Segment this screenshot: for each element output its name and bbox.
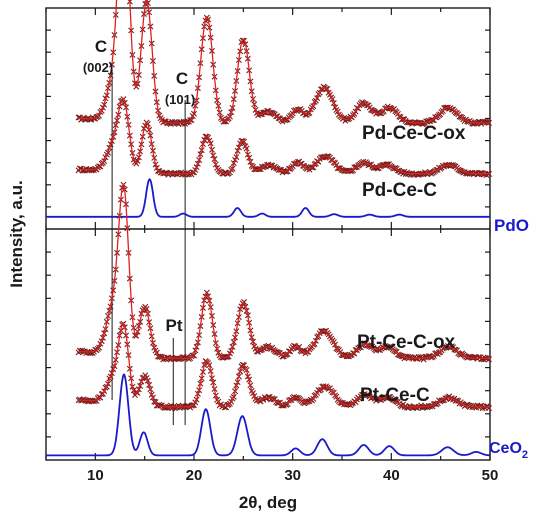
data-point (486, 405, 493, 412)
annotation-pt: Pt (166, 316, 183, 335)
series-layer (46, 0, 493, 457)
label-pt-ce-c-ox: Pt-Ce-C-ox (357, 332, 456, 353)
data-point (310, 164, 317, 171)
data-point (143, 0, 150, 3)
series-pd-ce-c (75, 96, 493, 179)
annotation-c002-label: C (95, 37, 107, 56)
series-pt-ce-c-ox (75, 181, 493, 363)
annotation-c101-label: C (176, 69, 188, 88)
series-pd-ce-c-ox-curve (78, 0, 490, 124)
axis-ticks (45, 8, 491, 460)
series-pt-ce-c-ox-curve (78, 183, 490, 360)
y-axis-label: Intensity, a.u. (7, 180, 26, 287)
annotation-c101: C (101) (165, 69, 195, 107)
data-point (255, 166, 262, 173)
series-ceo-curve (46, 373, 490, 457)
series-pt-ce-c (75, 320, 493, 412)
x-tick-label: 30 (284, 467, 301, 484)
x-tick-labels: 10 20 30 40 50 (87, 467, 498, 484)
x-tick-label: 10 (87, 467, 104, 484)
x-tick-label: 50 (482, 467, 499, 484)
data-point (486, 356, 493, 363)
x-tick-label: 40 (383, 467, 400, 484)
label-pt-ce-c: Pt-Ce-C (360, 385, 430, 406)
label-pd-ce-c-ox: Pd-Ce-C-ox (362, 123, 466, 144)
label-pd-ce-c: Pd-Ce-C (362, 180, 437, 201)
series-ceo (46, 373, 490, 457)
label-ceo2: CeO2 (489, 440, 528, 461)
reference-lines (111, 70, 186, 425)
data-point (203, 289, 210, 296)
x-tick-label: 20 (186, 467, 203, 484)
data-point (351, 350, 358, 357)
label-pdo: PdO (494, 216, 529, 235)
annotation-c002-miller: (002) (83, 60, 113, 75)
series-pt-ce-c-curve (78, 322, 490, 408)
data-point (96, 112, 103, 119)
series-pd-ce-c-curve (78, 97, 490, 175)
series-pd-ce-c-ox (75, 0, 493, 128)
annotation-c002: C (002) (83, 37, 113, 75)
x-axis-label: 2θ, deg (239, 493, 297, 512)
series-pd-ce-c-ox-points (75, 0, 493, 128)
annotation-c101-miller: (101) (165, 92, 195, 107)
